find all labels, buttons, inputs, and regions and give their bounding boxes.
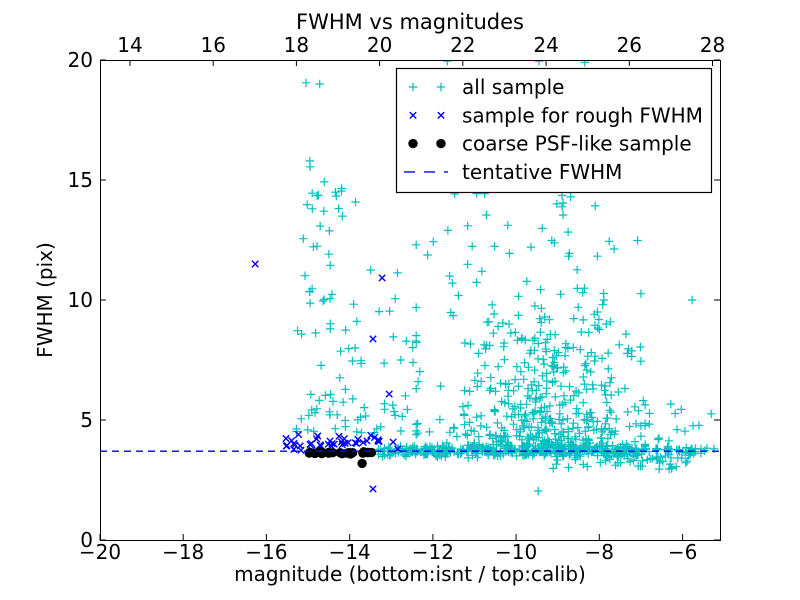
y-tick-label: 10 bbox=[68, 288, 93, 312]
legend-label: sample for rough FWHM bbox=[462, 103, 703, 127]
x-top-tick-label: 20 bbox=[367, 33, 392, 57]
psf-sample-dot bbox=[357, 458, 367, 469]
legend-marker-dot bbox=[408, 138, 418, 149]
psf-sample-dot bbox=[366, 447, 377, 458]
x-bottom-tick-label: −14 bbox=[329, 540, 371, 564]
psf-sample-dot bbox=[324, 447, 334, 458]
x-top-tick-label: 28 bbox=[700, 33, 725, 57]
legend-label: coarse PSF-like sample bbox=[462, 132, 692, 156]
x-bottom-tick-label: −20 bbox=[79, 540, 121, 564]
x-bottom-tick-label: −16 bbox=[245, 540, 287, 564]
legend-marker-plus bbox=[408, 82, 446, 92]
x-axis-label: magnitude (bottom:isnt / top:calib) bbox=[234, 562, 586, 586]
legend: all sample sample for rough FWHM coarse PS… bbox=[395, 67, 713, 194]
legend-label: all sample bbox=[462, 75, 564, 99]
y-tick-label: 20 bbox=[68, 48, 93, 72]
x-bottom-tick-label: −18 bbox=[162, 540, 204, 564]
x-bottom-tick-label: −12 bbox=[412, 540, 454, 564]
axis-tick-labels: −20 −18 −16 −14 −12 −10 −8 −6 14 16 18 20 22 24 26 28 0 5… bbox=[68, 33, 726, 564]
x-top-tick-label: 14 bbox=[117, 33, 142, 57]
psf-sample-dot bbox=[310, 448, 320, 459]
all-sample-markers bbox=[292, 60, 719, 496]
legend-label: tentative FWHM bbox=[462, 160, 622, 184]
series-all-sample bbox=[292, 60, 719, 496]
y-tick-label: 0 bbox=[80, 528, 93, 552]
x-top-tick-label: 16 bbox=[200, 33, 225, 57]
psf-sample-dot bbox=[317, 447, 327, 458]
x-bottom-tick-label: −6 bbox=[668, 540, 697, 564]
axes-spines bbox=[100, 60, 721, 541]
x-top-tick-label: 24 bbox=[533, 33, 558, 57]
psf-sample-dot bbox=[359, 447, 369, 457]
legend-marker-dot bbox=[436, 138, 446, 149]
chart-title: FWHM vs magnitudes bbox=[296, 10, 524, 34]
y-axis-label: FWHM (pix) bbox=[33, 242, 57, 358]
y-tick-label: 5 bbox=[80, 408, 93, 432]
x-bottom-tick-label: −10 bbox=[495, 540, 537, 564]
legend-marker-x bbox=[409, 111, 445, 119]
legend-box bbox=[395, 67, 713, 194]
y-tick-label: 15 bbox=[68, 168, 93, 192]
x-bottom-tick-label: −8 bbox=[585, 540, 614, 564]
psf-sample-dot bbox=[337, 449, 347, 459]
x-top-tick-label: 22 bbox=[450, 33, 475, 57]
x-top-tick-label: 18 bbox=[284, 33, 309, 57]
x-top-tick-label: 26 bbox=[617, 33, 642, 57]
